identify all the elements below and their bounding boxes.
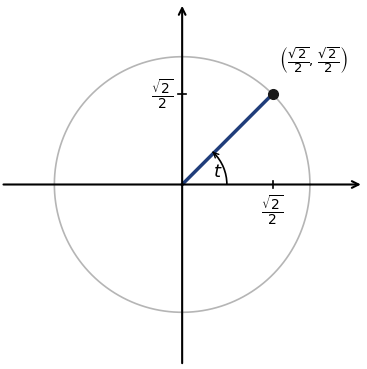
Text: $\left(\dfrac{\sqrt{2}}{2},\, \dfrac{\sqrt{2}}{2}\right)$: $\left(\dfrac{\sqrt{2}}{2},\, \dfrac{\sq… xyxy=(279,45,348,75)
Text: $\dfrac{\sqrt{2}}{2}$: $\dfrac{\sqrt{2}}{2}$ xyxy=(261,193,284,227)
Text: $\dfrac{\sqrt{2}}{2}$: $\dfrac{\sqrt{2}}{2}$ xyxy=(151,77,173,111)
Text: $t$: $t$ xyxy=(213,163,223,181)
